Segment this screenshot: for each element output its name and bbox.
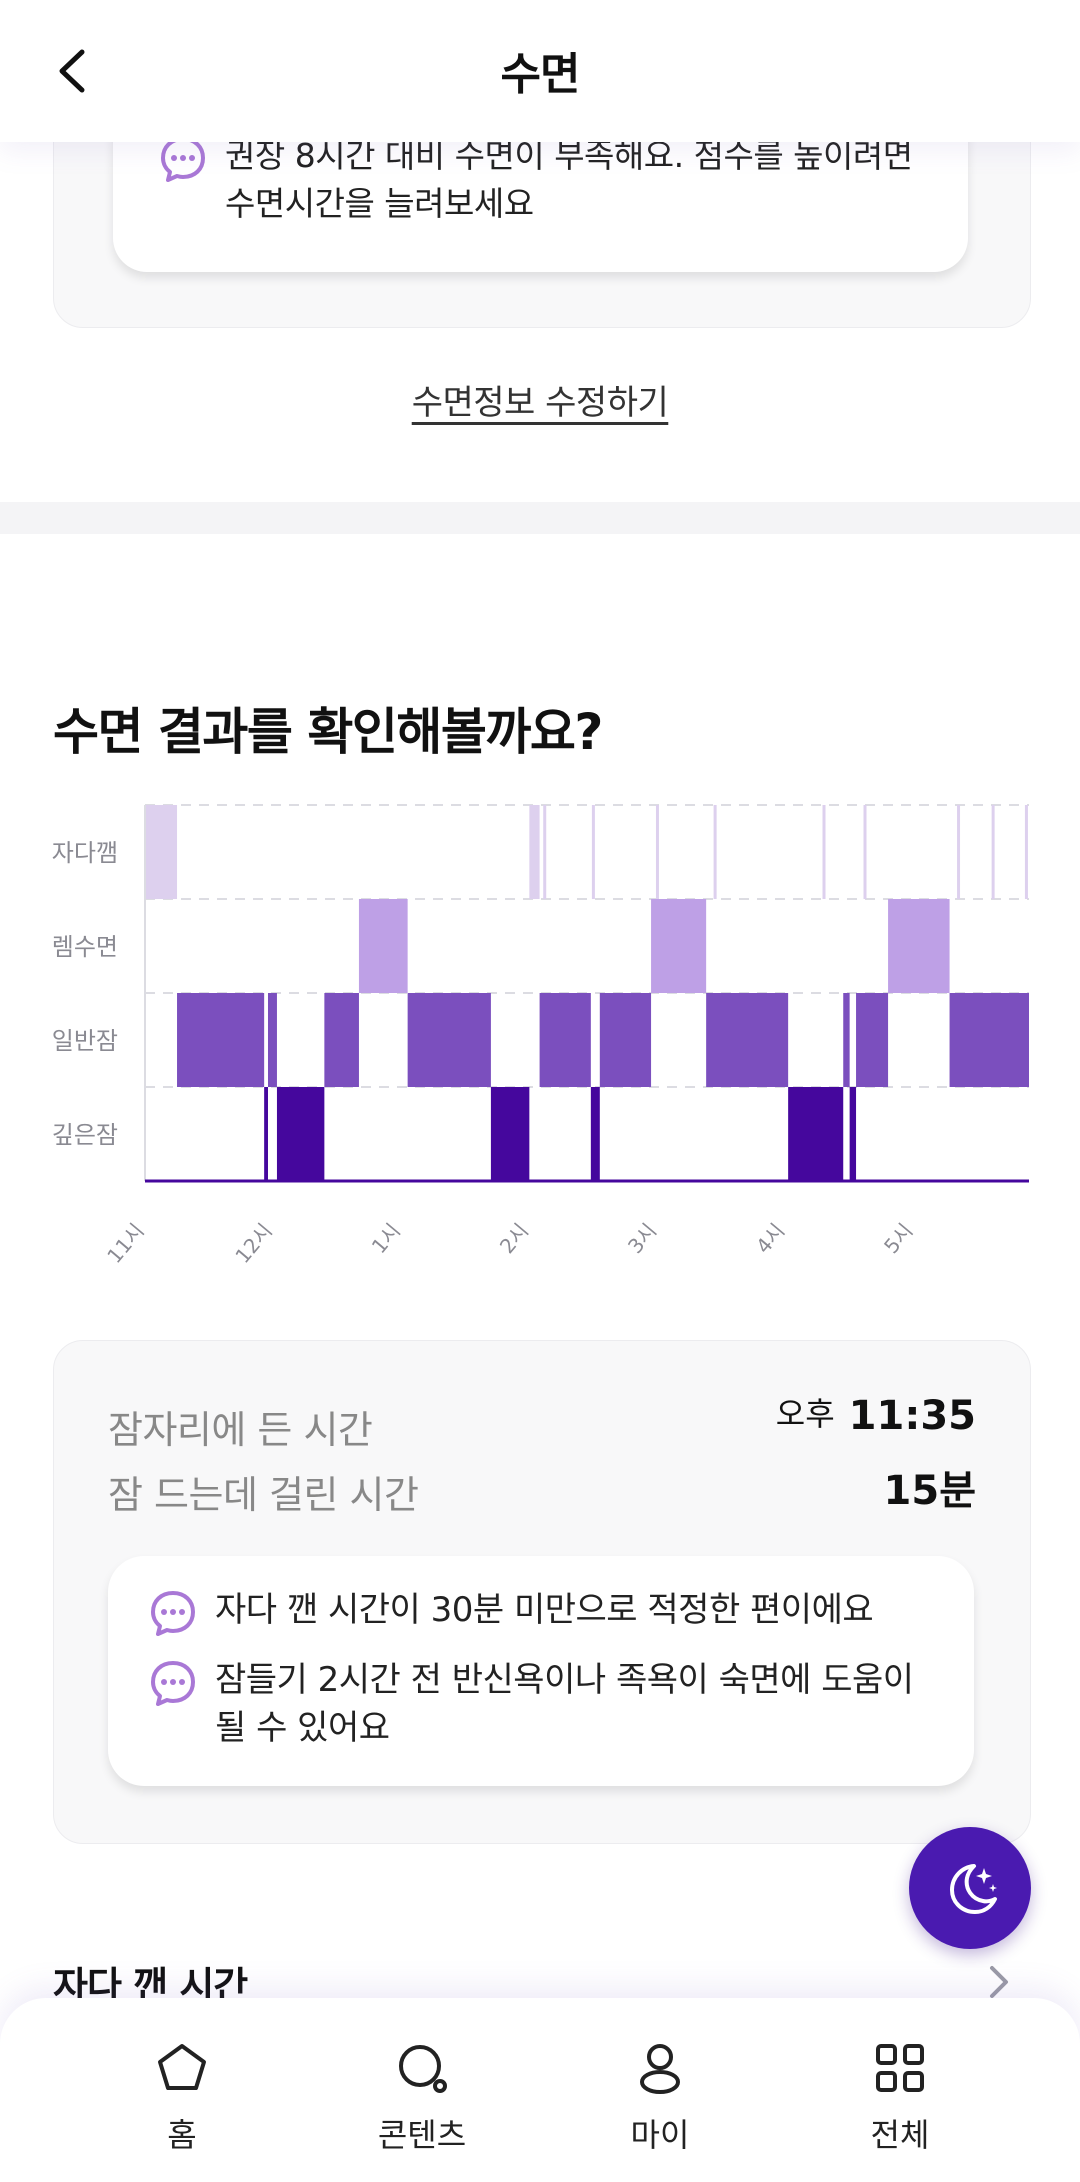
sleep-segment-bar xyxy=(788,1087,844,1181)
awake-marker xyxy=(655,805,659,899)
sleep-segment-bar xyxy=(407,993,491,1087)
nav-item-home[interactable]: 홈 xyxy=(92,2040,272,2156)
summary-tips-bubble: 자다 깬 시간이 30분 미만으로 적정한 편이에요 잠들기 2시간 전 반신욕… xyxy=(108,1556,974,1786)
home-icon xyxy=(158,2044,206,2090)
section-divider xyxy=(0,502,1080,534)
x-tick-label: 3시 xyxy=(623,1219,661,1258)
nav-item-content[interactable]: 콘텐츠 xyxy=(332,2040,512,2156)
bedtime-ampm: 오후 xyxy=(775,1395,835,1433)
stage-label: 깊은잠 xyxy=(52,1121,118,1149)
app-header: 수면 xyxy=(0,0,1080,142)
back-button[interactable] xyxy=(40,36,110,106)
sleep-segment-bar xyxy=(599,993,652,1087)
sleep-segment-bar xyxy=(539,993,591,1087)
sleep-advice-text: 권장 8시간 대비 수면이 부족해요. 점수를 높이려면 수면시간을 늘려보세요 xyxy=(225,136,913,223)
sleep-segment-bar xyxy=(264,1087,268,1181)
x-tick-label: 1시 xyxy=(367,1219,405,1258)
moon-stars-icon xyxy=(950,1864,997,1914)
stage-label: 자다깸 xyxy=(52,839,118,867)
sleep-segment-bar xyxy=(490,1087,530,1181)
awake-marker xyxy=(822,805,826,899)
awake-marker xyxy=(1024,805,1028,899)
bedtime-row: 잠자리에 든 시간 오후 11:35 xyxy=(108,1393,976,1453)
x-tick-label: 2시 xyxy=(495,1219,533,1258)
bedtime-time: 11:35 xyxy=(848,1393,976,1439)
sleep-segment-bar xyxy=(590,1087,600,1181)
nav-label-all: 전체 xyxy=(870,2116,930,2154)
stage-label: 렘수면 xyxy=(52,933,118,961)
nav-label-my: 마이 xyxy=(630,2116,690,2154)
summary-tip-text: 잠들기 2시간 전 반신욕이나 족욕이 숙면에 도움이 될 수 있어요 xyxy=(215,1660,914,1748)
awake-marker xyxy=(713,805,717,899)
content-search-icon xyxy=(399,2045,447,2093)
edit-sleep-info-link[interactable]: 수면정보 수정하기 xyxy=(411,383,669,423)
sleep-segment-bar xyxy=(324,993,359,1087)
sleep-segment-bar xyxy=(843,993,850,1087)
sleep-summary-card: 잠자리에 든 시간 오후 11:35 잠 드는데 걸린 시간 15분 자다 깬 시… xyxy=(53,1340,1031,1844)
nav-label-content: 콘텐츠 xyxy=(377,2116,467,2154)
sleep-segment-bar xyxy=(651,899,707,993)
stage-label: 일반잠 xyxy=(52,1027,118,1055)
sleep-result-title: 수면 결과를 확인해볼까요? xyxy=(53,703,603,761)
sleep-segment-bar xyxy=(529,805,540,899)
awake-marker xyxy=(591,805,595,899)
chat-bubble-icon xyxy=(161,137,205,182)
summary-tip-row: 자다 깬 시간이 30분 미만으로 적정한 편이에요 xyxy=(148,1586,944,1636)
page-title: 수면 xyxy=(500,49,581,100)
awake-marker xyxy=(543,805,547,899)
awake-marker xyxy=(863,805,867,899)
chat-bubble-icon xyxy=(151,1661,195,1706)
person-icon xyxy=(640,2044,680,2094)
sleep-mode-fab[interactable] xyxy=(909,1827,1031,1949)
sleep-segment-bar xyxy=(888,899,950,993)
sleep-segment-bar xyxy=(949,993,1029,1087)
nav-item-my[interactable]: 마이 xyxy=(570,2040,750,2156)
grid-icon xyxy=(876,2044,924,2092)
sleep-segment-bar xyxy=(177,993,265,1087)
awake-marker xyxy=(991,805,995,899)
bedtime-label: 잠자리에 든 시간 xyxy=(108,1408,373,1452)
fall-asleep-row: 잠 드는데 걸린 시간 15분 xyxy=(108,1458,976,1518)
edit-sleep-info-link-wrap: 수면정보 수정하기 xyxy=(0,375,1080,424)
bottom-navigation: 홈 콘텐츠 마이 전체 xyxy=(0,1998,1080,2182)
x-tick-label: 12시 xyxy=(230,1219,277,1268)
summary-tip-row: 잠들기 2시간 전 반신욕이나 족욕이 숙면에 도움이 될 수 있어요 xyxy=(148,1656,944,1752)
nav-label-home: 홈 xyxy=(167,2116,197,2154)
summary-tip-text: 자다 깬 시간이 30분 미만으로 적정한 편이에요 xyxy=(215,1590,874,1630)
x-tick-label: 11시 xyxy=(102,1219,149,1268)
chat-bubble-icon xyxy=(151,1591,195,1636)
awake-marker xyxy=(957,805,961,899)
fall-asleep-value: 15분 xyxy=(883,1468,976,1514)
nav-item-all[interactable]: 전체 xyxy=(810,2040,990,2156)
fall-asleep-label: 잠 드는데 걸린 시간 xyxy=(108,1473,419,1517)
sleep-segment-bar xyxy=(267,993,277,1087)
sleep-segment-bar xyxy=(849,1087,857,1181)
sleep-segment-bar xyxy=(856,993,889,1087)
x-tick-label: 5시 xyxy=(879,1219,917,1258)
sleep-advice-row: 권장 8시간 대비 수면이 부족해요. 점수를 높이려면 수면시간을 늘려보세요 xyxy=(158,132,938,228)
sleep-segment-bar xyxy=(276,1087,325,1181)
sleep-segment-bar xyxy=(145,805,178,899)
chevron-left-icon xyxy=(59,49,85,93)
sleep-segment-bar xyxy=(358,899,408,993)
sleep-segment-bar xyxy=(706,993,789,1087)
bedtime-value: 오후 11:35 xyxy=(776,1393,976,1439)
chevron-right-icon[interactable] xyxy=(980,1962,1016,2002)
x-tick-label: 4시 xyxy=(751,1219,789,1258)
